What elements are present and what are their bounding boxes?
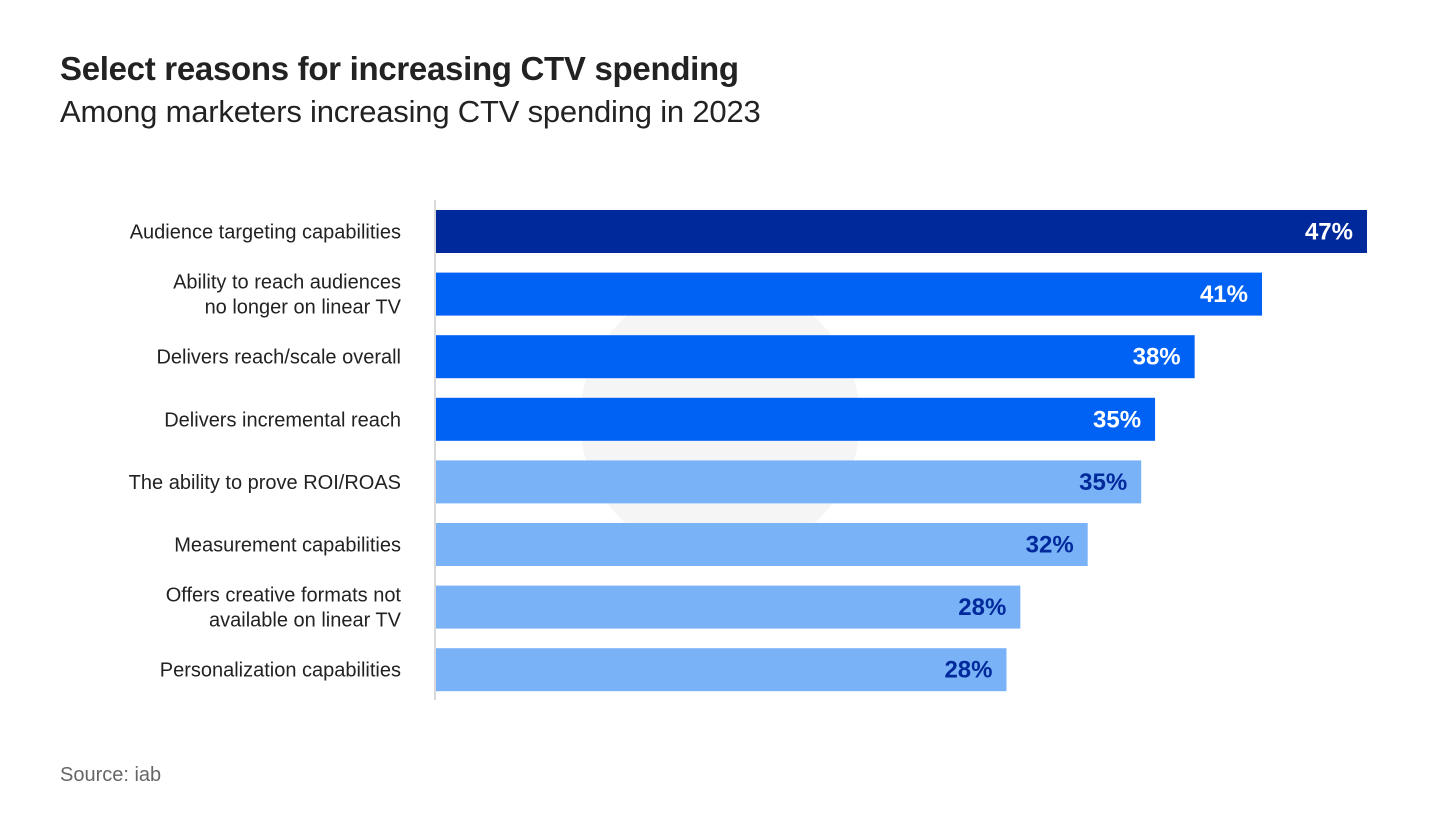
category-label-line: Audience targeting capabilities (130, 222, 401, 244)
value-label: 41% (1200, 281, 1248, 308)
chart-subtitle: Among marketers increasing CTV spending … (60, 94, 761, 129)
category-label: Ability to reach audiences no longer on l… (173, 272, 402, 319)
bar (436, 397, 1156, 441)
bar (436, 523, 1088, 566)
source-note: Source: iab (60, 764, 162, 786)
value-label: 38% (1133, 344, 1181, 371)
category-label-line: Offers creative formats not (166, 585, 402, 607)
category-label-line: Delivers incremental reach (164, 409, 401, 431)
bar (436, 585, 1021, 629)
value-label: 35% (1079, 469, 1127, 496)
category-label: Offers creative formats not available on … (166, 585, 402, 632)
category-label-line: no longer on linear TV (205, 297, 402, 319)
category-label-line: Personalization capabilities (160, 660, 401, 682)
value-label: 32% (1026, 532, 1074, 559)
value-label: 47% (1305, 219, 1353, 246)
value-label: 35% (1093, 406, 1141, 433)
bar (436, 335, 1195, 379)
chart-title: Select reasons for increasing CTV spendi… (60, 50, 739, 87)
category-label-line: available on linear TV (209, 610, 402, 632)
category-label: Measurement capabilities (174, 535, 401, 557)
category-label-line: Delivers reach/scale overall (156, 347, 401, 369)
category-label: Delivers reach/scale overall (156, 347, 401, 369)
category-label: The ability to prove ROI/ROAS (129, 472, 401, 494)
value-label: 28% (944, 657, 992, 684)
category-label: Personalization capabilities (160, 660, 401, 682)
bar (436, 460, 1142, 504)
category-label-line: The ability to prove ROI/ROAS (129, 472, 401, 494)
bar (436, 210, 1367, 253)
value-label: 28% (958, 594, 1006, 621)
bar (436, 272, 1263, 316)
category-label: Delivers incremental reach (164, 409, 401, 431)
bar (436, 648, 1007, 692)
category-label-line: Ability to reach audiences (173, 272, 401, 294)
category-label-line: Measurement capabilities (174, 535, 401, 557)
category-label: Audience targeting capabilities (130, 222, 401, 244)
